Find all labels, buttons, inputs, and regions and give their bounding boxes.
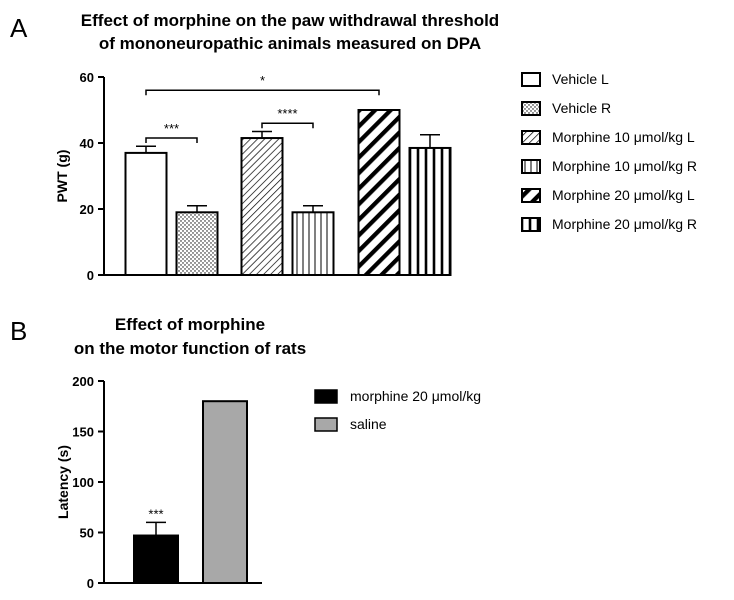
chart-b-legend-label: saline [350, 416, 387, 432]
chart-a-legend: Vehicle L Vehicle R Morphine 10 μmol/kg L M… [521, 71, 697, 232]
chart-a-y-axis-label: PWT (g) [54, 150, 70, 203]
chart-a-y-tick-label: 60 [80, 70, 94, 85]
chart-a-bar [357, 109, 401, 276]
chart-a-legend-label: Vehicle L [552, 71, 609, 87]
chart-a-title-line-2: of mononeuropathic animals measured on D… [99, 34, 481, 53]
panel-label-a: A [10, 13, 28, 43]
chart-a-legend-label: Morphine 10 μmol/kg R [552, 158, 697, 174]
chart-b-y-axis-label: Latency (s) [55, 445, 71, 519]
chart-b-y-tick-label: 50 [80, 526, 94, 541]
chart-a-significance-bracket [145, 89, 380, 96]
chart-b-y-tick-label: 0 [87, 576, 94, 591]
chart-a-legend-swatch [521, 188, 541, 203]
chart-a-y-tick-label: 20 [80, 202, 94, 217]
chart-a-legend-swatch [521, 159, 541, 174]
chart-b-y-tick-label: 200 [72, 374, 94, 389]
chart-b-legend: morphine 20 μmol/kg saline [314, 388, 481, 432]
chart-a-legend-swatch [521, 130, 541, 145]
chart-a-significance-bracket [261, 122, 314, 129]
chart-a-legend-swatch [521, 101, 541, 116]
chart-a-legend-label: Vehicle R [552, 100, 611, 116]
chart-a-significance-label: * [260, 73, 265, 88]
chart-a-significance-bracket [145, 137, 198, 144]
chart-a-legend-label: Morphine 20 μmol/kg L [552, 187, 695, 203]
chart-a-y-tick-label: 40 [80, 136, 94, 151]
chart-a-significance-label: *** [164, 121, 179, 136]
chart-a-legend-swatch [521, 72, 541, 87]
chart-a-y-tick-label: 0 [87, 268, 94, 283]
panel-label-b: B [10, 316, 27, 346]
chart-a-legend-swatch [521, 217, 541, 232]
chart-b-title-line-1: Effect of morphine [115, 315, 265, 334]
chart-b-bar [133, 534, 179, 585]
chart-a-legend-label: Morphine 10 μmol/kg L [552, 129, 695, 145]
chart-b-legend-label: morphine 20 μmol/kg [350, 388, 481, 404]
chart-b-legend-swatch [314, 417, 338, 432]
chart-b-plot: 0 50 100 150 200 *** [72, 374, 262, 591]
chart-b-y-tick-label: 150 [72, 425, 94, 440]
chart-b-title-line-2: on the motor function of rats [74, 339, 306, 358]
chart-b-significance-label: *** [148, 506, 163, 521]
chart-b-y-tick-label: 100 [72, 475, 94, 490]
chart-b-legend-swatch [314, 389, 338, 404]
chart-a-bar [175, 211, 219, 277]
chart-a-bar [291, 211, 335, 277]
chart-a-legend-label: Morphine 20 μmol/kg R [552, 216, 697, 232]
chart-a-bar [408, 146, 452, 276]
chart-a-bar [240, 137, 284, 276]
chart-a-title-line-1: Effect of morphine on the paw withdrawal… [81, 11, 499, 30]
chart-a-significance-label: **** [277, 106, 297, 121]
chart-a-bar [124, 151, 168, 276]
chart-b-bar [202, 400, 248, 585]
